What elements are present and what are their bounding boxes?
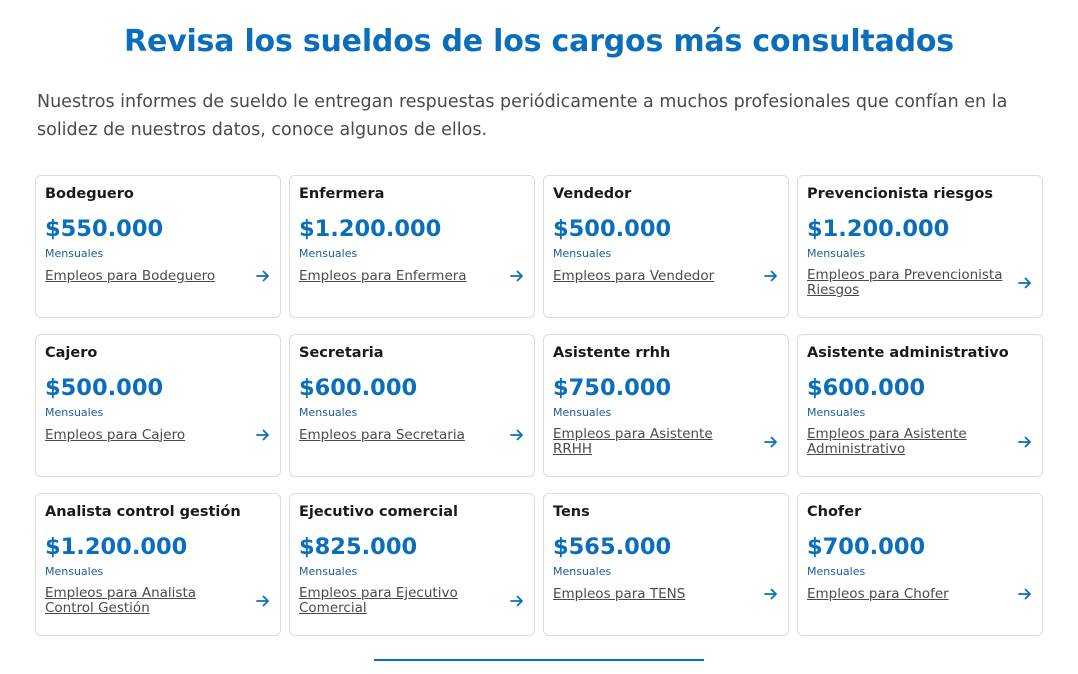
section-divider — [374, 659, 704, 661]
arrow-right-icon[interactable] — [255, 427, 271, 443]
jobs-link[interactable]: Empleos para Asistente RRHH — [553, 426, 713, 457]
arrow-right-icon[interactable] — [763, 268, 779, 284]
arrow-right-icon[interactable] — [509, 268, 525, 284]
salary-period: Mensuales — [299, 565, 358, 578]
arrow-right-icon[interactable] — [1017, 586, 1033, 602]
jobs-link[interactable]: Empleos para Secretaria — [299, 426, 465, 443]
arrow-right-icon[interactable] — [255, 268, 271, 284]
card-link-row: Empleos para Ejecutivo Comercial — [299, 586, 525, 616]
card-link-row: Empleos para Asistente Administrativo — [807, 427, 1033, 457]
arrow-right-icon[interactable] — [509, 593, 525, 609]
job-title: Chofer — [807, 504, 862, 520]
job-title: Tens — [553, 504, 590, 520]
salary-card: Cajero $500.000 Mensuales Empleos para C… — [35, 334, 281, 477]
jobs-link[interactable]: Empleos para TENS — [553, 585, 686, 602]
jobs-link[interactable]: Empleos para Bodeguero — [45, 267, 216, 284]
salary-card: Tens $565.000 Mensuales Empleos para TEN… — [543, 493, 789, 636]
jobs-link[interactable]: Empleos para Asistente Administrativo — [807, 426, 967, 457]
card-link-row: Empleos para Secretaria — [299, 427, 525, 443]
card-link-row: Empleos para Asistente RRHH — [553, 427, 779, 457]
jobs-link[interactable]: Empleos para Vendedor — [553, 267, 715, 284]
job-title: Asistente rrhh — [553, 345, 671, 361]
card-link-row: Empleos para Chofer — [807, 586, 1033, 602]
salary-card: Secretaria $600.000 Mensuales Empleos pa… — [289, 334, 535, 477]
salary-period: Mensuales — [553, 406, 612, 419]
card-link-row: Empleos para Analista Control Gestión — [45, 586, 271, 616]
salary-period: Mensuales — [807, 565, 866, 578]
arrow-right-icon[interactable] — [509, 427, 525, 443]
arrow-right-icon[interactable] — [1017, 434, 1033, 450]
salary-card: Prevencionista riesgos $1.200.000 Mensua… — [797, 175, 1043, 318]
arrow-right-icon[interactable] — [763, 586, 779, 602]
job-title: Cajero — [45, 345, 98, 361]
salary-value: $750.000 — [553, 375, 672, 401]
job-title: Enfermera — [299, 186, 385, 202]
salary-card: Asistente administrativo $600.000 Mensua… — [797, 334, 1043, 477]
salary-period: Mensuales — [45, 406, 104, 419]
salary-card: Asistente rrhh $750.000 Mensuales Empleo… — [543, 334, 789, 477]
salary-value: $600.000 — [807, 375, 926, 401]
salary-period: Mensuales — [553, 247, 612, 260]
job-title: Analista control gestión — [45, 504, 241, 520]
job-title: Prevencionista riesgos — [807, 186, 993, 202]
salary-value: $700.000 — [807, 534, 926, 560]
salary-value: $500.000 — [45, 375, 164, 401]
salary-value: $1.200.000 — [45, 534, 188, 560]
jobs-link[interactable]: Empleos para Cajero — [45, 426, 186, 443]
card-link-row: Empleos para TENS — [553, 586, 779, 602]
job-title: Secretaria — [299, 345, 384, 361]
page-subtitle: Nuestros informes de sueldo le entregan … — [37, 92, 1008, 140]
salary-period: Mensuales — [45, 247, 104, 260]
page-title: Revisa los sueldos de los cargos más con… — [124, 24, 954, 59]
jobs-link[interactable]: Empleos para Analista Control Gestión — [45, 585, 197, 616]
salary-period: Mensuales — [299, 406, 358, 419]
salary-card: Ejecutivo comercial $825.000 Mensuales E… — [289, 493, 535, 636]
card-link-row: Empleos para Enfermera — [299, 268, 525, 284]
salary-value: $550.000 — [45, 216, 164, 242]
card-link-row: Empleos para Prevencionista Riesgos — [807, 268, 1033, 298]
jobs-link[interactable]: Empleos para Enfermera — [299, 267, 467, 284]
salary-card: Analista control gestión $1.200.000 Mens… — [35, 493, 281, 636]
jobs-link[interactable]: Empleos para Prevencionista Riesgos — [807, 267, 1003, 298]
salary-value: $1.200.000 — [807, 216, 950, 242]
card-link-row: Empleos para Vendedor — [553, 268, 779, 284]
salary-value: $1.200.000 — [299, 216, 442, 242]
salary-card: Bodeguero $550.000 Mensuales Empleos par… — [35, 175, 281, 318]
salary-card: Enfermera $1.200.000 Mensuales Empleos p… — [289, 175, 535, 318]
salary-card: Vendedor $500.000 Mensuales Empleos para… — [543, 175, 789, 318]
salary-period: Mensuales — [553, 565, 612, 578]
job-title: Bodeguero — [45, 186, 134, 202]
salary-period: Mensuales — [807, 406, 866, 419]
card-link-row: Empleos para Cajero — [45, 427, 271, 443]
jobs-link[interactable]: Empleos para Ejecutivo Comercial — [299, 585, 458, 616]
job-title: Vendedor — [553, 186, 632, 202]
salary-cards-grid: Bodeguero $550.000 Mensuales Empleos par… — [35, 175, 1043, 636]
salary-period: Mensuales — [807, 247, 866, 260]
salary-period: Mensuales — [299, 247, 358, 260]
arrow-right-icon[interactable] — [1017, 275, 1033, 291]
job-title: Ejecutivo comercial — [299, 504, 458, 520]
jobs-link[interactable]: Empleos para Chofer — [807, 585, 949, 602]
arrow-right-icon[interactable] — [255, 593, 271, 609]
job-title: Asistente administrativo — [807, 345, 1009, 361]
salary-card: Chofer $700.000 Mensuales Empleos para C… — [797, 493, 1043, 636]
salary-value: $500.000 — [553, 216, 672, 242]
salary-value: $825.000 — [299, 534, 418, 560]
card-link-row: Empleos para Bodeguero — [45, 268, 271, 284]
salary-value: $565.000 — [553, 534, 672, 560]
arrow-right-icon[interactable] — [763, 434, 779, 450]
salary-value: $600.000 — [299, 375, 418, 401]
salary-period: Mensuales — [45, 565, 104, 578]
